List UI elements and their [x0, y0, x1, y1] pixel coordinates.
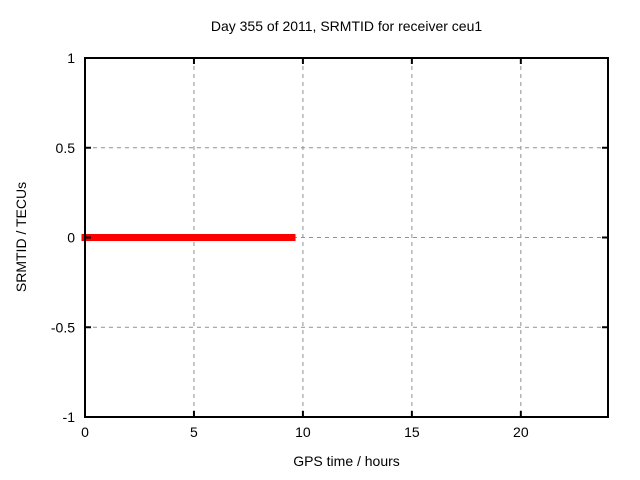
x-tick-label: 0 [81, 424, 89, 440]
y-tick-label: -1 [63, 409, 76, 425]
y-tick-label: 0 [67, 230, 75, 246]
x-tick-label: 10 [295, 424, 311, 440]
x-axis-label: GPS time / hours [293, 453, 400, 469]
y-tick-label: 0.5 [56, 140, 76, 156]
y-tick-label: -0.5 [51, 319, 75, 335]
chart-title: Day 355 of 2011, SRMTID for receiver ceu… [210, 18, 483, 34]
y-tick-label: 1 [67, 50, 75, 66]
x-tick-label: 5 [190, 424, 198, 440]
x-tick-label: 15 [404, 424, 420, 440]
x-tick-label: 20 [513, 424, 529, 440]
